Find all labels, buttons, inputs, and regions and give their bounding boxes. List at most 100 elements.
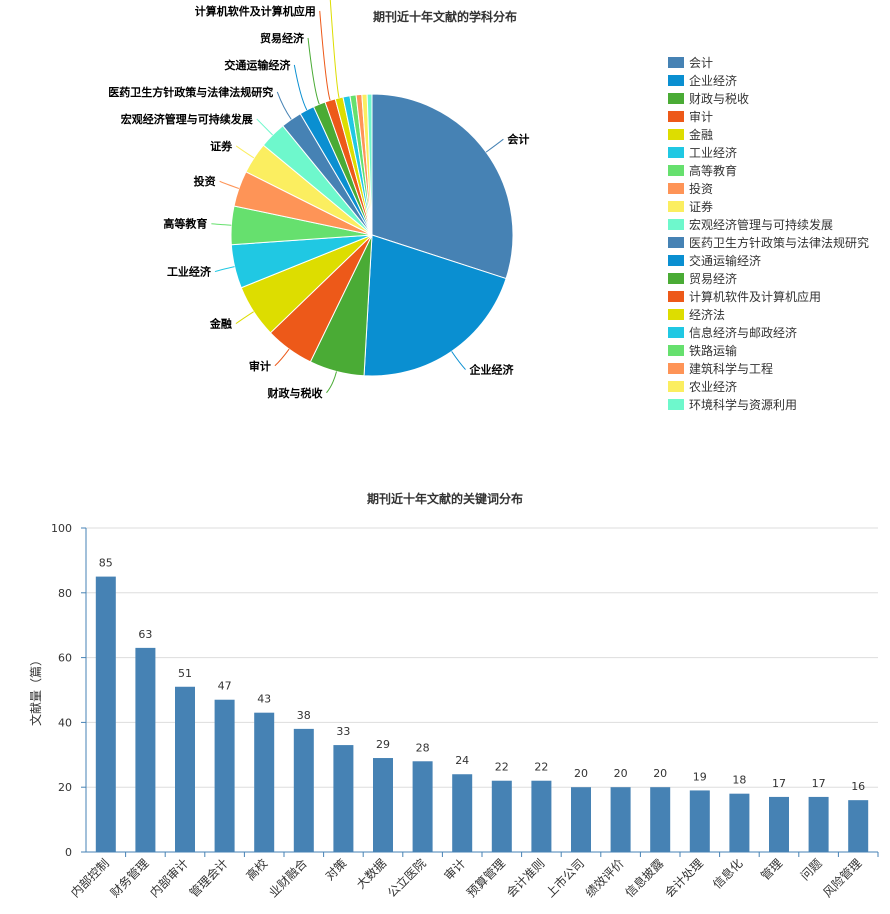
legend-label: 企业经济 <box>689 73 738 88</box>
legend-item[interactable]: 高等教育 <box>668 161 869 179</box>
pie-slice-label: 投资 <box>194 174 216 188</box>
legend-item[interactable]: 铁路运输 <box>668 341 869 359</box>
legend-swatch <box>668 308 684 320</box>
y-tick-label: 60 <box>58 652 72 665</box>
pie-leader-line <box>274 348 290 367</box>
legend-item[interactable]: 企业经济 <box>668 71 869 89</box>
bar[interactable] <box>808 796 829 852</box>
x-tick-label: 高校 <box>243 856 271 884</box>
bar[interactable] <box>373 758 393 852</box>
pie-chart-title: 期刊近十年文献的学科分布 <box>372 10 517 24</box>
legend-swatch <box>668 326 684 338</box>
x-tick-label: 管理会计 <box>186 856 231 901</box>
legend-item[interactable]: 农业经济 <box>668 377 869 395</box>
bar[interactable] <box>452 774 473 852</box>
pie-leader-line <box>235 145 255 159</box>
pie-slice[interactable] <box>366 93 373 236</box>
bar-value-label: 20 <box>614 767 628 780</box>
bar[interactable] <box>254 712 275 852</box>
pie-leader-line <box>319 10 331 101</box>
bar[interactable] <box>491 780 512 852</box>
legend-label: 农业经济 <box>689 379 738 394</box>
legend-item[interactable]: 证券 <box>668 197 869 215</box>
legend-label: 工业经济 <box>689 145 738 160</box>
bar-value-label: 47 <box>218 680 232 693</box>
bar[interactable] <box>689 790 710 852</box>
x-tick-label: 审计 <box>441 856 469 884</box>
legend-label: 计算机软件及计算机应用 <box>689 289 822 304</box>
bar[interactable] <box>214 699 235 852</box>
y-tick-label: 80 <box>58 587 72 600</box>
legend-item[interactable]: 投资 <box>668 179 869 197</box>
legend-item[interactable]: 建筑科学与工程 <box>668 359 869 377</box>
legend-swatch <box>668 254 684 266</box>
legend-item[interactable]: 经济法 <box>668 305 869 323</box>
pie-slice-label: 宏观经济管理与可持续发展 <box>121 112 254 126</box>
legend-swatch <box>668 182 684 194</box>
pie-leader-line <box>219 180 240 189</box>
bar-value-label: 18 <box>732 774 746 787</box>
bar-value-label: 20 <box>574 767 588 780</box>
legend-item[interactable]: 交通运输经济 <box>668 251 869 269</box>
pie-leader-line <box>256 118 273 136</box>
pie-legend: 会计企业经济 财政与税收审计 金融工业经济高等教育 投资 证券宏观经济管理与可持续发展医… <box>668 53 869 413</box>
bar[interactable] <box>333 745 354 852</box>
legend-swatch <box>668 56 684 68</box>
x-tick-label: 业财融合 <box>265 856 310 901</box>
legend-item[interactable]: 审计 <box>668 107 869 125</box>
x-tick-label: 对策 <box>323 856 350 883</box>
pie-leader-line <box>276 91 292 120</box>
bar[interactable] <box>293 728 314 852</box>
bar-value-label: 17 <box>772 777 786 790</box>
x-tick-label: 内部控制 <box>67 856 112 901</box>
pie-slice[interactable] <box>371 93 514 280</box>
bar[interactable] <box>848 800 869 852</box>
legend-item[interactable]: 计算机软件及计算机应用 <box>668 287 869 305</box>
legend-swatch <box>668 272 684 284</box>
pie-slice-label: 会计 <box>507 132 529 146</box>
legend-item[interactable]: 财政与税收 <box>668 89 869 107</box>
legend-label: 铁路运输 <box>689 343 738 358</box>
legend-label: 宏观经济管理与可持续发展 <box>689 217 834 232</box>
x-tick-label: 风险管理 <box>820 856 865 901</box>
bar[interactable] <box>571 787 591 852</box>
bar[interactable] <box>412 761 433 852</box>
legend-item[interactable]: 贸易经济 <box>668 269 869 287</box>
legend-label: 审计 <box>689 109 714 124</box>
pie-leader-line <box>214 266 235 273</box>
bar[interactable] <box>95 576 116 852</box>
legend-item[interactable]: 会计 <box>668 53 869 71</box>
legend-item[interactable]: 金融 <box>668 125 869 143</box>
bar[interactable] <box>610 787 631 852</box>
legend-item[interactable]: 医药卫生方针政策与法律法规研究 <box>668 233 869 251</box>
legend-item[interactable]: 环境科学与资源利用 <box>668 395 869 413</box>
legend-label: 建筑科学与工程 <box>689 361 774 376</box>
x-tick-label: 绩效评价 <box>582 856 627 901</box>
x-tick-label: 上市公司 <box>543 856 588 901</box>
pie-leader-line <box>329 0 340 99</box>
legend-label: 高等教育 <box>689 163 738 178</box>
legend-item[interactable]: 宏观经济管理与可持续发展 <box>668 215 869 233</box>
legend-swatch <box>668 110 684 122</box>
bar[interactable] <box>729 793 750 852</box>
bar-value-label: 22 <box>495 761 509 774</box>
legend-swatch <box>668 380 684 392</box>
legend-item[interactable]: 工业经济 <box>668 143 869 161</box>
legend-item[interactable]: 信息经济与邮政经济 <box>668 323 869 341</box>
legend-swatch <box>668 362 684 374</box>
y-tick-label: 20 <box>58 781 72 794</box>
bar[interactable] <box>650 787 671 852</box>
x-tick-label: 财务管理 <box>107 856 152 901</box>
pie-slice[interactable] <box>363 234 507 377</box>
bar-value-label: 43 <box>257 693 271 706</box>
bar[interactable] <box>769 796 789 852</box>
x-tick-label: 信息化 <box>709 856 745 892</box>
x-tick-label: 大数据 <box>353 856 389 892</box>
bar[interactable] <box>135 647 156 852</box>
y-tick-label: 100 <box>51 522 72 535</box>
legend-label: 医药卫生方针政策与法律法规研究 <box>689 235 870 250</box>
legend-swatch <box>668 344 684 356</box>
bar[interactable] <box>531 780 552 852</box>
bar[interactable] <box>175 686 195 852</box>
